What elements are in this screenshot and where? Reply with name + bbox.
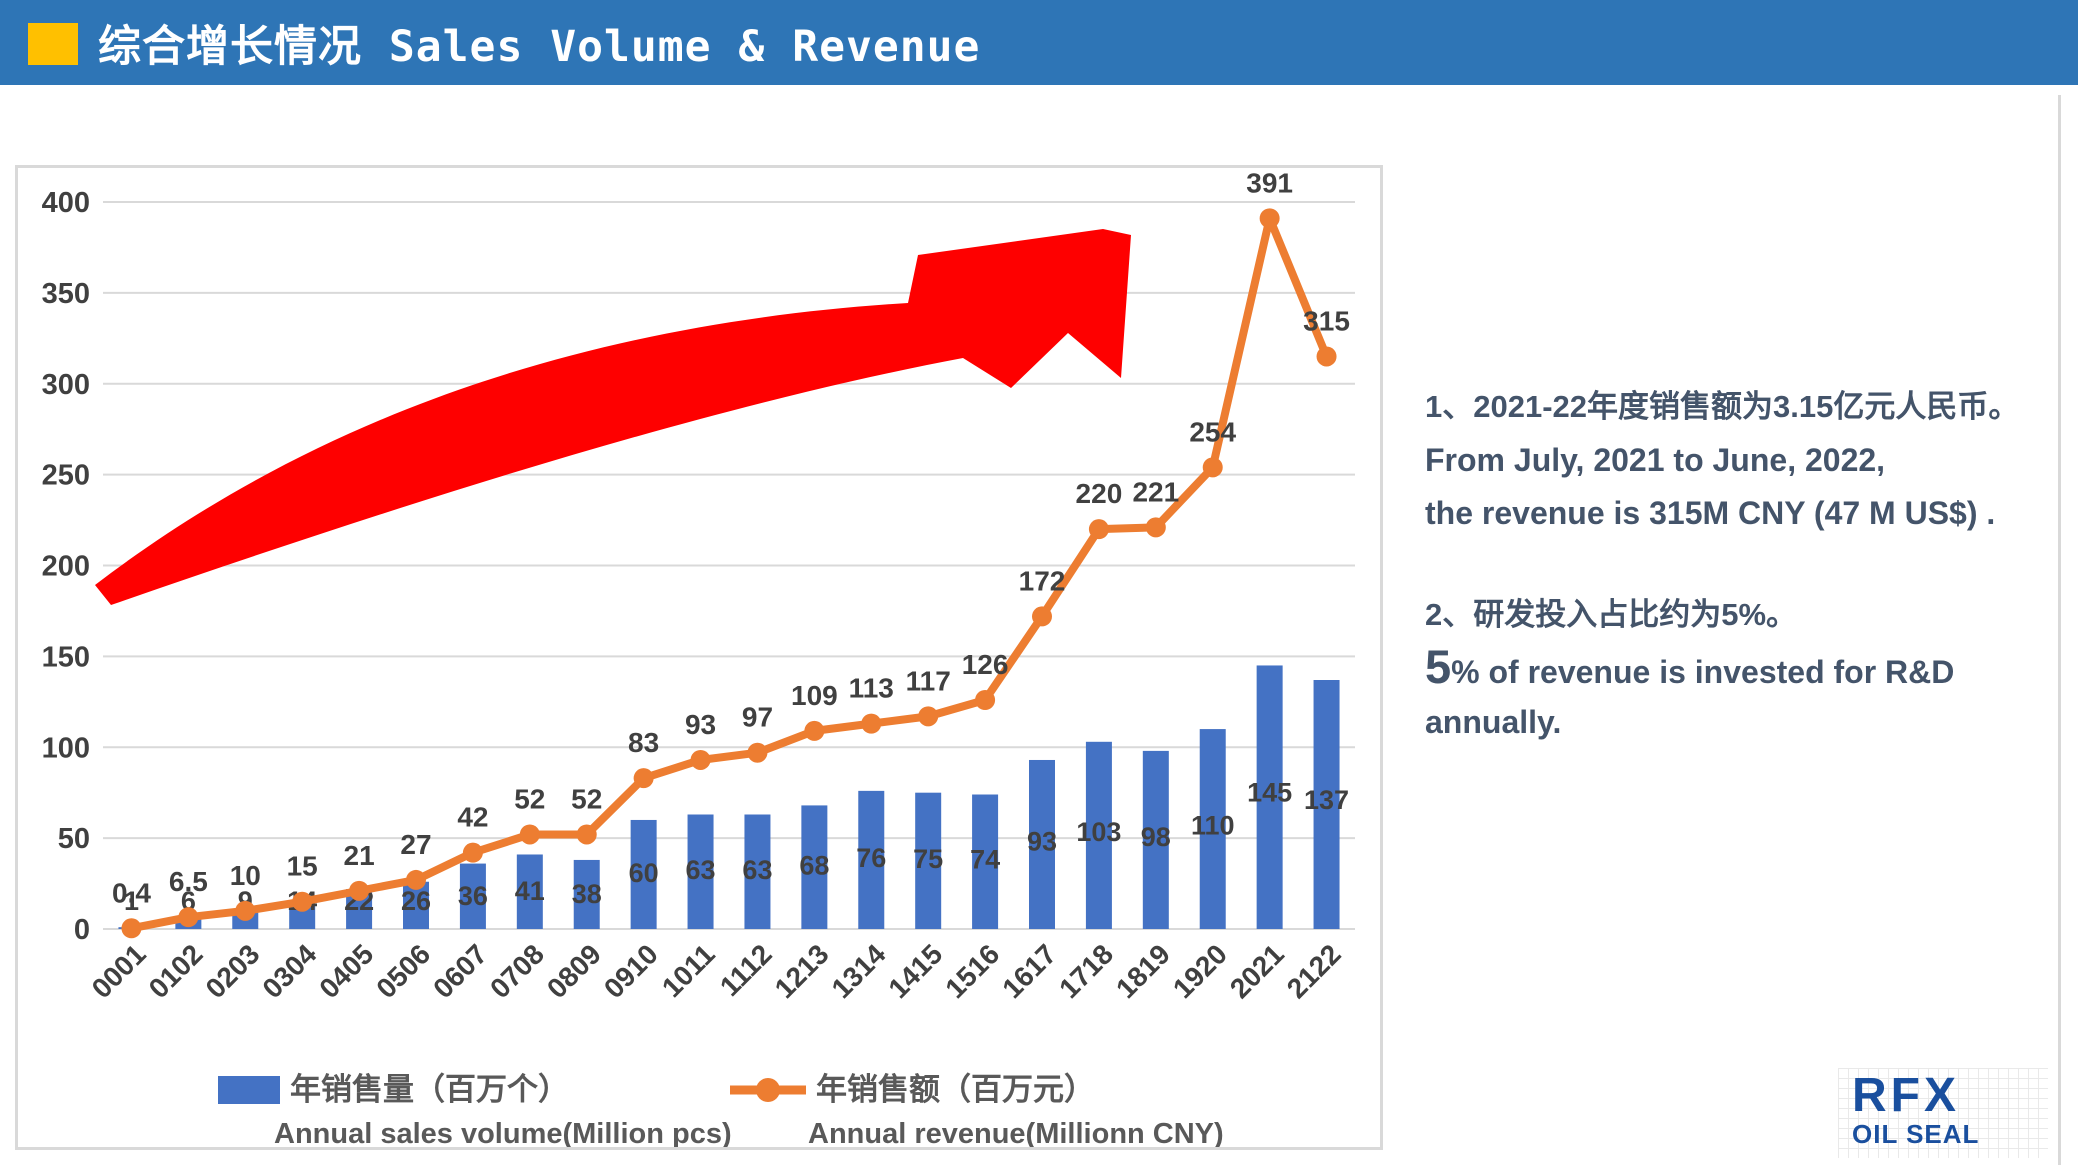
svg-text:391: 391 bbox=[1246, 168, 1293, 198]
svg-text:0203: 0203 bbox=[200, 938, 266, 1004]
svg-text:1920: 1920 bbox=[1167, 938, 1233, 1004]
chart-panel: 0501001502002503003504001691422263641386… bbox=[15, 165, 1383, 1150]
svg-text:52: 52 bbox=[571, 783, 602, 814]
logo-oilseal-text: OIL SEAL bbox=[1852, 1119, 1980, 1149]
rfx-oilseal-logo: RFX OIL SEAL bbox=[1838, 1068, 2048, 1158]
svg-text:254: 254 bbox=[1189, 416, 1236, 447]
svg-text:1112: 1112 bbox=[714, 938, 778, 1002]
svg-text:0506: 0506 bbox=[370, 938, 436, 1004]
growth-arrow bbox=[95, 229, 1131, 605]
svg-text:300: 300 bbox=[42, 369, 90, 401]
svg-text:97: 97 bbox=[742, 702, 773, 733]
svg-text:2021: 2021 bbox=[1224, 938, 1290, 1004]
svg-text:1718: 1718 bbox=[1053, 938, 1119, 1004]
svg-text:63: 63 bbox=[686, 855, 716, 885]
svg-text:126: 126 bbox=[962, 649, 1009, 680]
svg-text:250: 250 bbox=[42, 460, 90, 492]
svg-text:0102: 0102 bbox=[143, 938, 209, 1004]
svg-text:150: 150 bbox=[42, 641, 90, 673]
note-2-en: 5% of revenue is invested for R&D annual… bbox=[1425, 642, 2070, 747]
svg-text:200: 200 bbox=[42, 551, 90, 583]
svg-text:0405: 0405 bbox=[313, 938, 379, 1004]
svg-text:0607: 0607 bbox=[427, 938, 493, 1004]
svg-text:109: 109 bbox=[791, 680, 838, 711]
note-2-en-rest: % of revenue is invested for R&D annuall… bbox=[1425, 654, 1955, 740]
svg-text:145: 145 bbox=[1247, 777, 1292, 807]
svg-text:113: 113 bbox=[849, 673, 894, 704]
svg-text:0.4: 0.4 bbox=[112, 877, 151, 908]
svg-text:21: 21 bbox=[344, 840, 375, 871]
svg-text:2122: 2122 bbox=[1281, 938, 1347, 1004]
svg-text:103: 103 bbox=[1076, 817, 1121, 847]
svg-text:117: 117 bbox=[906, 665, 951, 696]
svg-text:36: 36 bbox=[458, 881, 488, 911]
svg-text:0: 0 bbox=[74, 914, 90, 946]
title-bar: 综合增长情况 Sales Volume & Revenue bbox=[0, 0, 2078, 85]
svg-text:26: 26 bbox=[401, 886, 431, 916]
svg-text:年销售额（百万元）: 年销售额（百万元） bbox=[816, 1072, 1095, 1107]
svg-text:0910: 0910 bbox=[598, 938, 664, 1004]
svg-text:52: 52 bbox=[514, 783, 545, 814]
svg-text:1213: 1213 bbox=[769, 938, 835, 1004]
title-accent-square bbox=[28, 23, 78, 65]
svg-text:27: 27 bbox=[400, 829, 431, 860]
page-title: 综合增长情况 Sales Volume & Revenue bbox=[98, 21, 981, 72]
logo-rfx-text: RFX bbox=[1852, 1069, 1960, 1122]
svg-text:1415: 1415 bbox=[882, 938, 948, 1004]
notes-column: 1、2021-22年度销售额为3.15亿元人民币。 From July, 202… bbox=[1425, 380, 2070, 747]
svg-text:0708: 0708 bbox=[484, 938, 550, 1004]
svg-text:100: 100 bbox=[42, 732, 90, 764]
svg-text:60: 60 bbox=[629, 858, 659, 888]
svg-text:42: 42 bbox=[457, 802, 488, 833]
note-1-zh: 1、2021-22年度销售额为3.15亿元人民币。 bbox=[1425, 389, 2020, 424]
svg-text:98: 98 bbox=[1141, 822, 1171, 852]
svg-text:93: 93 bbox=[1027, 827, 1057, 857]
combo-chart: 0501001502002503003504001691422263641386… bbox=[42, 168, 1355, 1147]
svg-text:1: 1 bbox=[124, 886, 139, 916]
svg-text:年销售量（百万个）: 年销售量（百万个） bbox=[290, 1072, 569, 1107]
svg-text:0001: 0001 bbox=[86, 938, 152, 1004]
svg-text:38: 38 bbox=[572, 879, 602, 909]
svg-text:Annual revenue(Millionn CNY): Annual revenue(Millionn CNY) bbox=[808, 1118, 1224, 1147]
svg-text:0809: 0809 bbox=[541, 938, 607, 1004]
svg-text:76: 76 bbox=[856, 843, 886, 873]
note-1-en-line1: From July, 2021 to June, 2022, bbox=[1425, 442, 1886, 478]
svg-text:41: 41 bbox=[515, 876, 545, 906]
svg-text:1516: 1516 bbox=[939, 938, 1005, 1004]
svg-text:10: 10 bbox=[230, 860, 261, 891]
svg-text:1011: 1011 bbox=[656, 938, 721, 1003]
svg-text:1819: 1819 bbox=[1110, 938, 1176, 1004]
svg-text:6.5: 6.5 bbox=[169, 866, 208, 897]
right-border-rule bbox=[2058, 95, 2061, 1165]
svg-text:172: 172 bbox=[1019, 565, 1066, 596]
svg-text:110: 110 bbox=[1191, 811, 1235, 841]
svg-text:15: 15 bbox=[287, 851, 318, 882]
note-1-en-line2: the revenue is 315M CNY (47 M US$) . bbox=[1425, 495, 1996, 531]
svg-text:1617: 1617 bbox=[996, 938, 1062, 1004]
svg-text:0304: 0304 bbox=[256, 938, 322, 1004]
svg-text:315: 315 bbox=[1303, 305, 1350, 336]
svg-text:63: 63 bbox=[742, 855, 772, 885]
svg-text:68: 68 bbox=[799, 850, 829, 880]
svg-text:74: 74 bbox=[970, 845, 1000, 875]
svg-text:50: 50 bbox=[58, 823, 90, 855]
note-2-zh: 2、研发投入占比约为5%。 bbox=[1425, 597, 1798, 632]
svg-text:93: 93 bbox=[685, 709, 716, 740]
svg-text:220: 220 bbox=[1076, 478, 1123, 509]
svg-text:Annual sales volume(Million pc: Annual sales volume(Million pcs) bbox=[274, 1118, 732, 1147]
svg-text:400: 400 bbox=[42, 187, 90, 219]
note-2-big-five: 5 bbox=[1425, 640, 1452, 693]
svg-text:350: 350 bbox=[42, 278, 90, 310]
svg-text:83: 83 bbox=[628, 727, 659, 758]
svg-text:1314: 1314 bbox=[826, 938, 892, 1004]
svg-text:137: 137 bbox=[1304, 785, 1349, 815]
svg-text:221: 221 bbox=[1132, 476, 1179, 507]
svg-text:75: 75 bbox=[913, 844, 943, 874]
